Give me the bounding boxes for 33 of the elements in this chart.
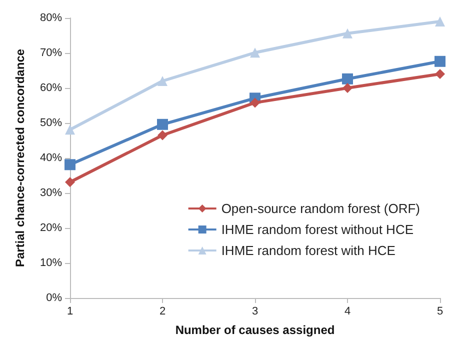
point xyxy=(434,56,446,67)
y-tick-label: 30% xyxy=(40,187,62,199)
x-tick-label: 3 xyxy=(252,306,258,318)
y-tick-label: 20% xyxy=(40,222,62,234)
y-tick-label: 50% xyxy=(40,117,62,129)
x-axis-title: Number of causes assigned xyxy=(175,323,335,337)
y-tick-label: 10% xyxy=(40,257,62,269)
y-tick-label: 70% xyxy=(40,47,62,59)
point xyxy=(250,48,260,58)
legend-label: IHME random forest with HCE xyxy=(221,243,396,258)
y-tick-label: 0% xyxy=(46,292,62,304)
x-tick-label: 2 xyxy=(159,306,166,318)
point xyxy=(435,16,445,26)
x-tick-label: 1 xyxy=(66,306,74,318)
y-axis-title: Partial chance-corrected concordance xyxy=(13,48,27,268)
point xyxy=(158,76,168,86)
point xyxy=(342,28,352,38)
y-tick-label: 40% xyxy=(40,152,62,164)
x-tick-label: 4 xyxy=(344,306,351,318)
legend-label: Open-source random forest (ORF) xyxy=(221,201,420,216)
point xyxy=(435,69,445,79)
point xyxy=(250,98,260,108)
point xyxy=(157,118,168,130)
y-tick-label: 80% xyxy=(40,12,62,24)
point xyxy=(65,177,75,188)
x-tick-label: 5 xyxy=(436,306,444,318)
point xyxy=(65,124,75,135)
y-tick-label: 60% xyxy=(40,82,62,94)
legend-label: IHME random forest without HCE xyxy=(221,222,414,237)
point xyxy=(64,159,76,170)
point xyxy=(342,83,352,93)
point xyxy=(158,130,168,140)
point xyxy=(342,73,353,84)
